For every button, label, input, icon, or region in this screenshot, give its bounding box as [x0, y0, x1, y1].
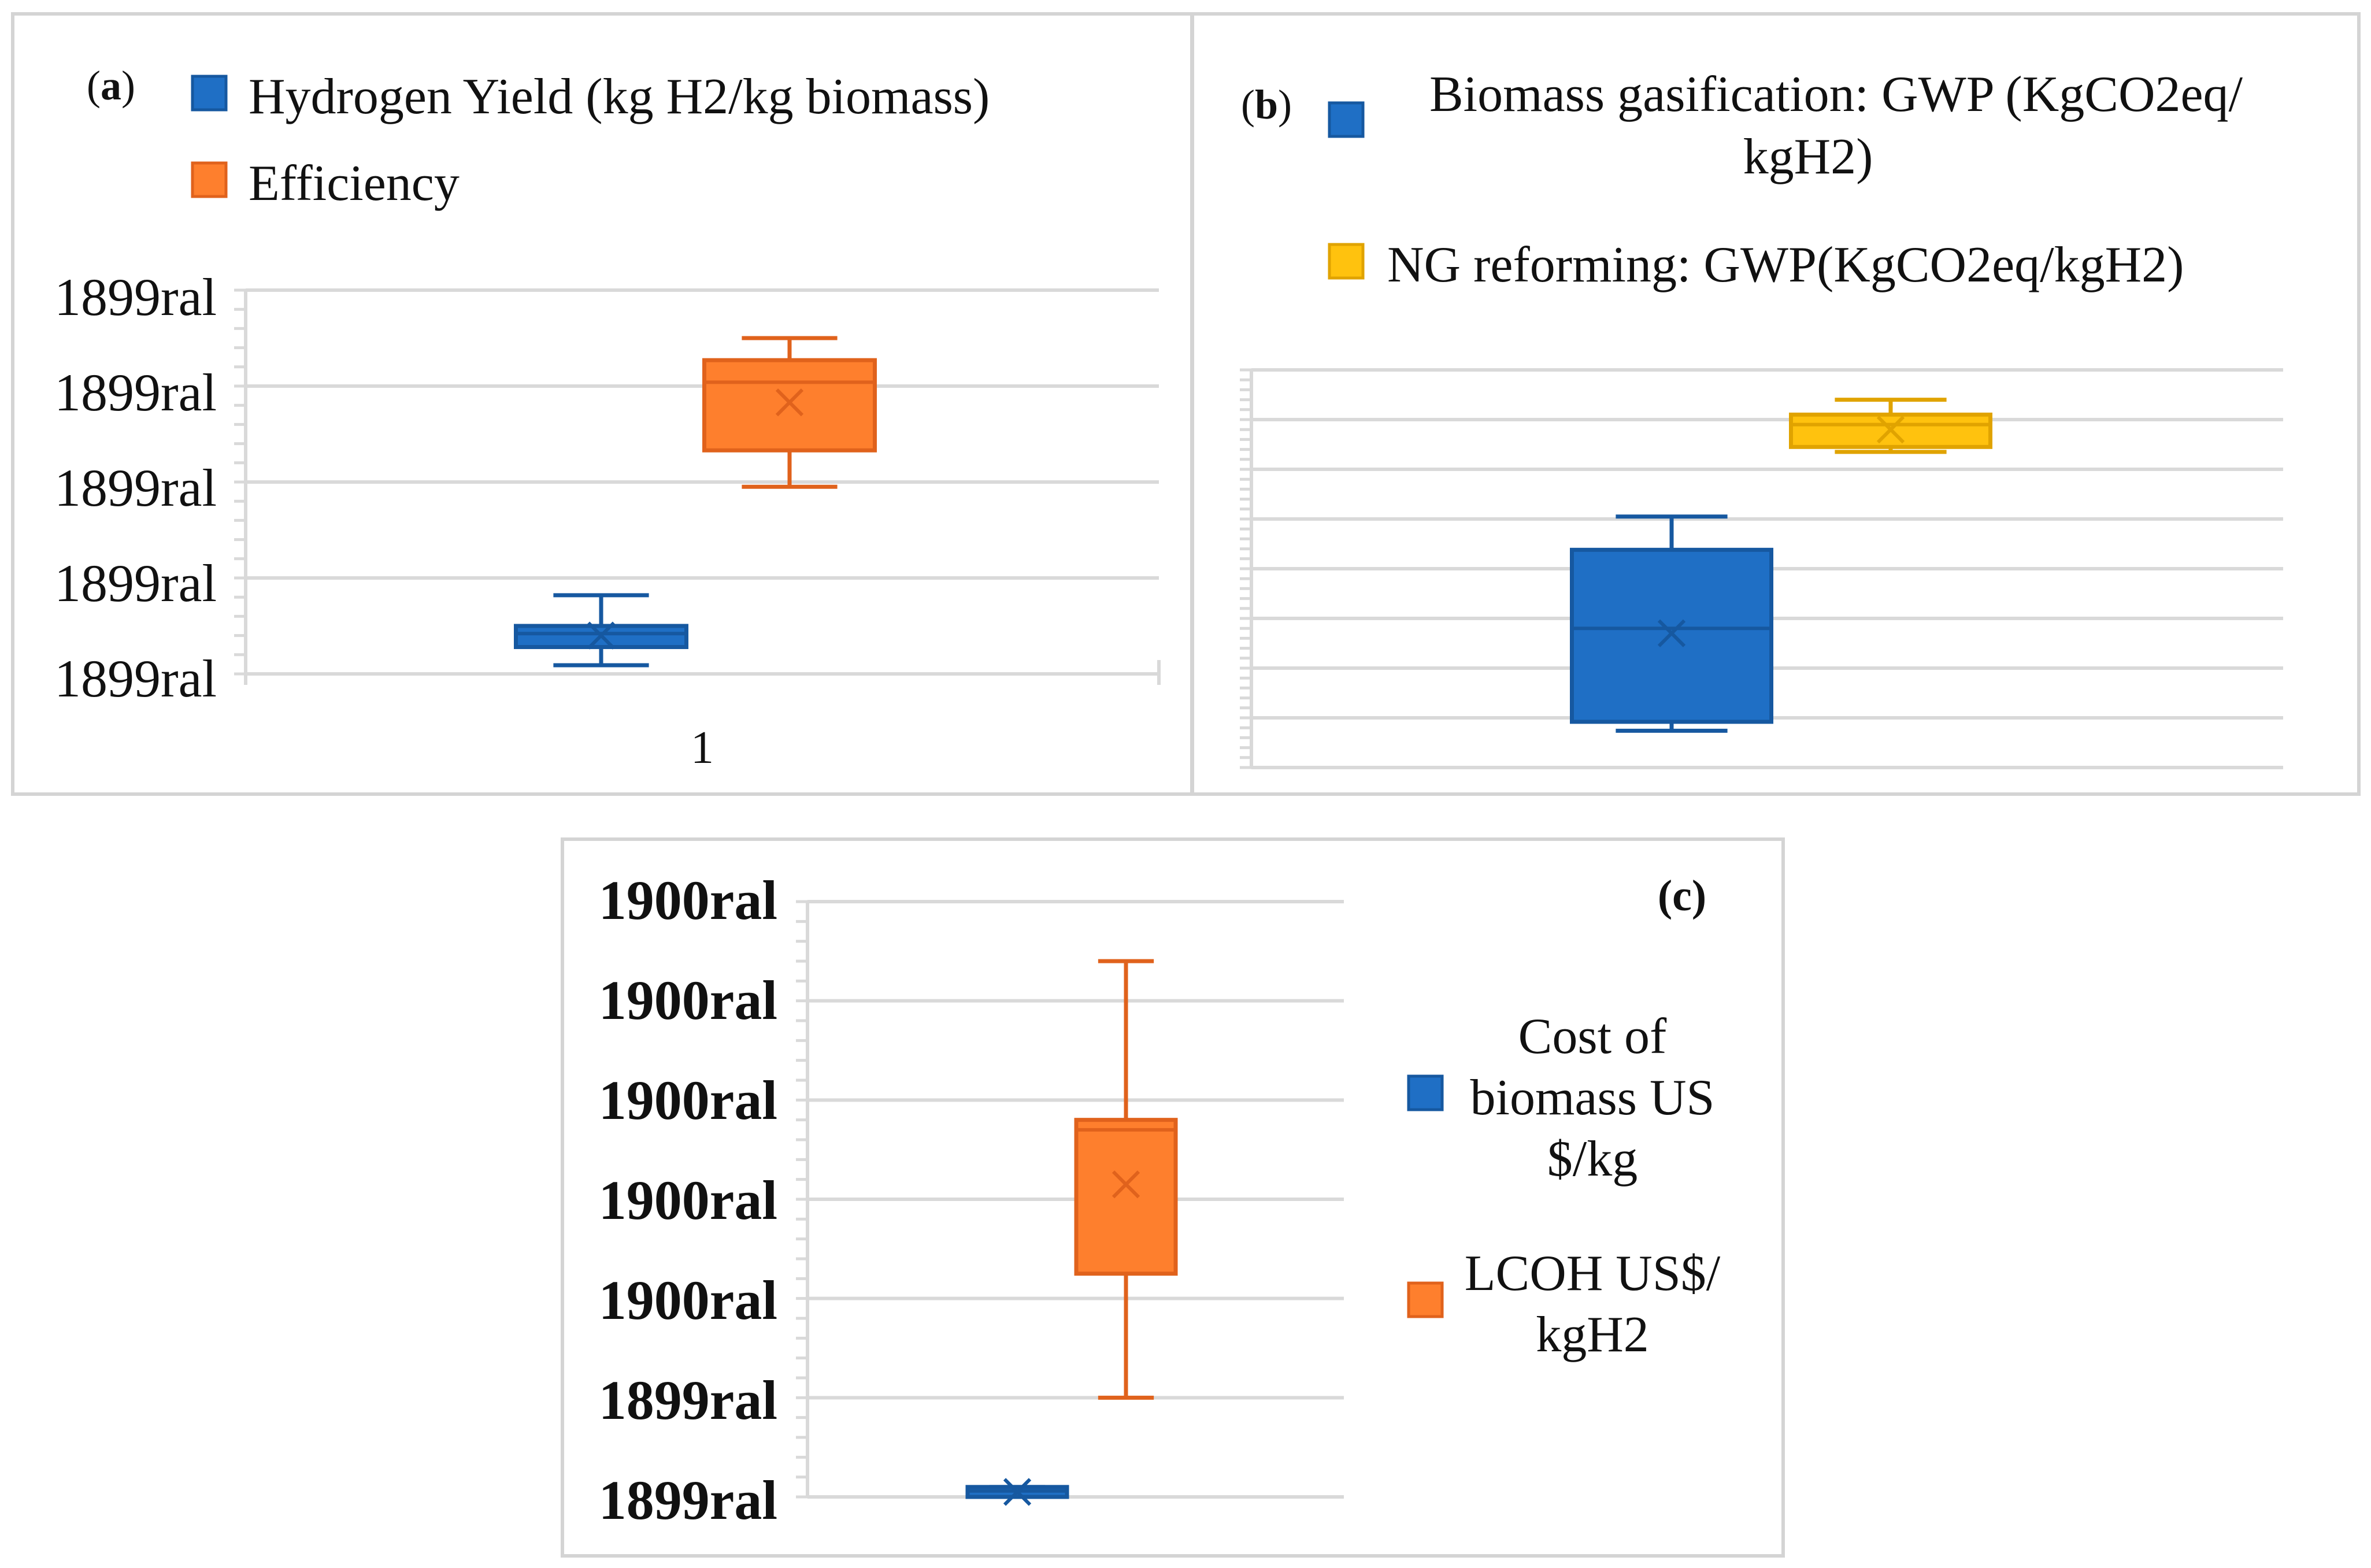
legend-b-label-0-line-0: Biomass gasification: GWP (KgCO2eq/: [1429, 66, 2243, 123]
legend-c-swatch-0: [1407, 1074, 1444, 1111]
legend-a-swatch-0: [191, 75, 228, 112]
legend-a-label-1: Efficiency: [249, 155, 460, 212]
panel-a-label: (a): [87, 62, 135, 109]
iqr-box: [1074, 1118, 1178, 1276]
panel-b-label: (b): [1241, 81, 1292, 128]
box-lcoh: [1074, 959, 1178, 1400]
ytick-c-0: 1899ral: [599, 1469, 777, 1531]
ytick-c-1: 1899ral: [599, 1369, 777, 1431]
box-hydrogen-yield: [514, 593, 688, 668]
box-ng-reforming-gwp: [1789, 398, 1992, 454]
legend-b-label-0-line-1: kgH2): [1743, 129, 1873, 185]
ytick-a-4: 1899ral: [54, 268, 217, 327]
legend-c-label-0-line-0: Cost of: [1518, 1009, 1667, 1065]
panel-c: (c) 1900ral 1900ral 1900ral 1900ral 1900…: [561, 837, 1785, 1558]
grid-c: [796, 900, 1344, 1499]
panel-b-frame: [1191, 12, 2361, 796]
mean-marker: [587, 621, 616, 650]
ytick-c-5: 1900ral: [599, 969, 777, 1031]
mean-marker: [775, 388, 804, 417]
grid-a: [234, 288, 1159, 676]
legend-b-swatch-1: [1328, 243, 1365, 280]
legend-c-label-0-line-1: biomass US: [1470, 1070, 1715, 1126]
axis-a: [244, 290, 1161, 685]
legend-c-label-1-line-0: LCOH US$/: [1465, 1245, 1721, 1302]
legend-c-label-1-line-1: kgH2: [1536, 1307, 1649, 1363]
panel-c-label: (c): [1658, 872, 1706, 920]
legend-a-swatch-1: [191, 161, 228, 198]
mean-marker: [1112, 1170, 1140, 1199]
ytick-a-2: 1899ral: [54, 458, 217, 517]
legend-c-swatch-1: [1407, 1281, 1444, 1318]
iqr-box: [702, 358, 877, 453]
legend-b-swatch-0: [1328, 101, 1365, 138]
ytick-a-3: 1899ral: [54, 363, 217, 422]
panel-a: (a) Hydrogen Yield (kg H2/kg biomass) Ef…: [11, 12, 1194, 796]
ytick-c-2: 1900ral: [599, 1269, 777, 1331]
ytick-a-1: 1899ral: [54, 554, 217, 613]
legend-a-label-0: Hydrogen Yield (kg H2/kg biomass): [249, 69, 990, 125]
legend-c-label-0-line-2: $/kg: [1547, 1131, 1638, 1187]
panel-b: (b) Biomass gasification: GWP (KgCO2eq/ …: [1191, 12, 2361, 796]
mean-marker: [1657, 619, 1686, 647]
iqr-box: [1570, 547, 1773, 724]
ytick-c-4: 1900ral: [599, 1069, 777, 1131]
box-cost-of-biomass: [965, 1478, 1069, 1506]
ytick-c-6: 1900ral: [599, 869, 777, 931]
mean-marker: [1003, 1478, 1032, 1506]
box-biomass-gasification-gwp: [1570, 514, 1773, 733]
mean-marker: [1876, 416, 1905, 444]
legend-b-label-1: NG reforming: GWP(KgCO2eq/kgH2): [1387, 237, 2184, 293]
box-efficiency: [702, 336, 877, 489]
panel-c-frame: [561, 837, 1785, 1558]
xtick-a-0: 1: [691, 722, 714, 773]
ytick-c-3: 1900ral: [599, 1169, 777, 1231]
ytick-a-0: 1899ral: [54, 649, 217, 708]
